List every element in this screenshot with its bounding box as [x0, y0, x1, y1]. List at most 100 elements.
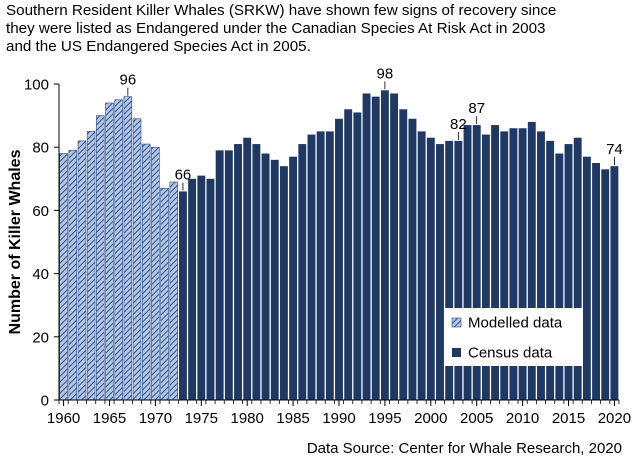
bar-1987 — [307, 134, 316, 400]
bar-1972 — [169, 181, 179, 401]
bar-1983 — [270, 159, 279, 400]
x-tick-label-1960: 1960 — [47, 410, 80, 427]
x-tick-label-2005: 2005 — [460, 410, 493, 427]
bar-1981 — [252, 144, 261, 400]
bar-1963 — [86, 131, 96, 401]
legend-label-1: Census data — [468, 345, 553, 362]
bar-2005 — [472, 125, 481, 400]
bar-2006 — [481, 134, 490, 400]
annotation-1973: 66 — [175, 166, 192, 183]
bar-2015 — [564, 144, 573, 400]
bar-2000 — [426, 137, 435, 400]
bar-1999 — [417, 131, 426, 400]
bar-1966 — [114, 99, 123, 401]
bar-1995 — [380, 90, 389, 400]
bar-1993 — [362, 93, 371, 400]
bar-2017 — [582, 156, 591, 400]
y-tick-label-20: 20 — [32, 329, 49, 346]
x-tick-label-1995: 1995 — [368, 410, 401, 427]
x-tick-label-2020: 2020 — [598, 410, 631, 427]
y-tick-label-60: 60 — [32, 203, 49, 220]
bar-2007 — [491, 125, 500, 400]
bar-1964 — [96, 115, 105, 401]
bar-1976 — [206, 178, 215, 400]
bar-1961 — [68, 150, 78, 401]
bar-1968 — [132, 118, 142, 401]
bar-2004 — [463, 125, 472, 400]
x-tick-label-2010: 2010 — [506, 410, 539, 427]
bar-2013 — [546, 140, 555, 400]
bar-1998 — [408, 118, 417, 400]
bar-1990 — [335, 118, 343, 400]
x-tick-label-1970: 1970 — [139, 410, 172, 427]
bar-1965 — [105, 102, 114, 401]
bar-2011 — [527, 121, 536, 401]
annotation-1995: 98 — [377, 65, 394, 82]
bar-2003 — [454, 140, 463, 400]
legend-box — [445, 308, 583, 366]
legend-swatch-1 — [452, 348, 461, 357]
title-line-2: they were listed as Endangered under the… — [6, 20, 546, 37]
bar-1984 — [279, 166, 288, 400]
bar-1975 — [197, 175, 206, 400]
bar-2020 — [610, 166, 619, 400]
bar-1962 — [77, 140, 87, 401]
axes-layer: 0 20 40 60 80 100 1960 1965 1970 1975 1980 1985 1990… — [7, 77, 631, 428]
bar-1977 — [215, 150, 224, 400]
bar-1969 — [141, 143, 151, 401]
annotation-2003: 82 — [450, 116, 467, 133]
x-tick-label-1965: 1965 — [93, 410, 126, 427]
legend-swatch-0 — [451, 317, 462, 328]
bar-2018 — [592, 163, 600, 400]
y-axis-title: Number of Killer Whales — [7, 149, 24, 334]
bar-1980 — [243, 137, 252, 400]
annotation-1967: 96 — [120, 72, 137, 89]
x-tick-label-2015: 2015 — [552, 410, 585, 427]
x-tick-label-1985: 1985 — [276, 410, 309, 427]
bar-1970 — [151, 146, 160, 401]
x-tick-label-1990: 1990 — [322, 410, 355, 427]
legend: Modelled data Census data — [445, 308, 583, 366]
x-tick-label-2000: 2000 — [414, 410, 447, 427]
y-tick-label-80: 80 — [32, 140, 49, 157]
bar-2010 — [518, 128, 527, 401]
bar-2008 — [500, 131, 509, 400]
bar-1986 — [298, 144, 307, 400]
x-tick-label-1975: 1975 — [185, 410, 218, 427]
bar-2016 — [573, 137, 582, 400]
bar-1974 — [188, 178, 197, 400]
bar-1978 — [224, 150, 233, 400]
title-line-1: Southern Resident Killer Whales (SRKW) h… — [6, 2, 557, 19]
y-tick-label-0: 0 — [41, 393, 49, 410]
bar-1996 — [390, 93, 399, 400]
chart-title: Southern Resident Killer Whales (SRKW) h… — [6, 2, 636, 56]
legend-label-0: Modelled data — [468, 315, 563, 332]
bar-1985 — [289, 156, 298, 400]
bars-layer — [59, 90, 619, 401]
bar-1994 — [371, 96, 380, 400]
annotation-2005: 87 — [468, 100, 485, 117]
bar-1988 — [316, 131, 325, 400]
bar-1989 — [325, 131, 334, 400]
annotation-2020: 74 — [606, 141, 623, 158]
bar-1971 — [160, 187, 169, 401]
bar-1967 — [123, 96, 133, 401]
bar-1992 — [353, 112, 362, 400]
bar-2009 — [509, 128, 518, 401]
bar-2014 — [555, 153, 564, 400]
bar-1997 — [399, 109, 408, 400]
bar-2002 — [445, 140, 454, 400]
bar-1973 — [178, 191, 187, 400]
bar-1960 — [59, 153, 68, 401]
x-tick-label-1980: 1980 — [231, 410, 264, 427]
bar-1979 — [234, 144, 242, 400]
bar-1982 — [261, 153, 270, 400]
y-tick-label-100: 100 — [24, 77, 49, 94]
bar-2001 — [436, 144, 444, 400]
y-tick-label-40: 40 — [32, 266, 49, 283]
title-line-3: and the US Endangered Species Act in 200… — [6, 38, 311, 55]
bar-1991 — [344, 109, 353, 400]
bar-2019 — [601, 169, 610, 400]
